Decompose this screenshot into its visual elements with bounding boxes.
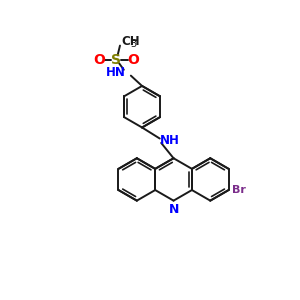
Text: CH: CH <box>122 35 140 48</box>
Text: NH: NH <box>159 134 179 147</box>
Text: N: N <box>169 203 179 216</box>
Text: Br: Br <box>232 185 246 195</box>
Text: O: O <box>93 53 105 67</box>
Text: S: S <box>111 53 121 67</box>
Text: HN: HN <box>106 66 126 79</box>
Text: 3: 3 <box>130 39 136 49</box>
Text: O: O <box>128 53 140 67</box>
